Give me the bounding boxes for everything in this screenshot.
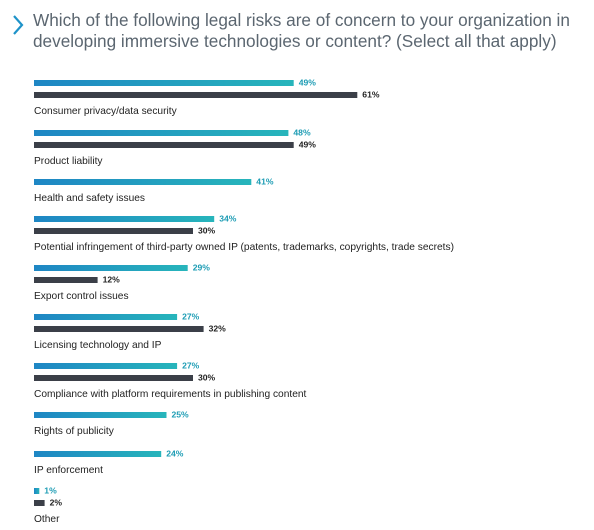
data-label: 25% [172,410,190,420]
bar-series-2 [34,142,294,148]
chevron-right-icon [13,15,24,35]
data-label: 24% [166,449,184,459]
data-label: 61% [362,90,380,100]
data-label: 49% [299,78,317,88]
category-label: Product liability [34,156,103,167]
data-label: 27% [182,361,200,371]
bar-series-1 [34,130,289,136]
bar-series-1 [34,488,40,494]
category-label: Consumer privacy/data security [34,106,178,117]
data-label: 1% [44,486,57,496]
bar-series-2 [34,277,98,283]
data-label: 49% [299,140,317,150]
bar-series-1 [34,412,167,418]
category-label: Health and safety issues [34,193,145,204]
chart-header: Which of the following legal risks are o… [0,0,594,60]
category-label: Licensing technology and IP [34,340,162,351]
data-label: 30% [198,226,216,236]
data-label: 30% [198,373,216,383]
bar-series-2 [34,500,45,506]
data-label: 41% [256,177,274,187]
data-label: 29% [193,263,211,273]
data-label: 2% [50,498,63,508]
data-label: 32% [209,324,227,334]
bar-series-1 [34,314,178,320]
bar-series-2 [34,375,193,381]
data-label: 48% [293,128,311,138]
bar-series-2 [34,92,358,98]
bar-series-1 [34,216,215,222]
bar-series-1 [34,265,188,271]
bar-series-1 [34,363,178,369]
bar-series-2 [34,326,204,332]
category-label: Other [34,514,60,525]
plot-area: 49% 61% Consumer privacy/data security 48% 4… [34,78,454,525]
bar-series-1 [34,451,162,457]
bar-series-2 [34,228,193,234]
category-label: Potential infringement of third-party ow… [34,242,454,253]
category-label: IP enforcement [34,465,103,476]
chart-title: Which of the following legal risks are o… [33,10,570,51]
data-label: 34% [219,214,237,224]
category-label: Export control issues [34,291,129,302]
category-label: Rights of publicity [34,426,115,437]
category-label: Compliance with platform requirements in… [34,389,307,400]
data-label: 27% [182,312,200,322]
bar-series-1 [34,179,252,185]
bar-series-1 [34,80,294,86]
data-label: 12% [103,275,121,285]
